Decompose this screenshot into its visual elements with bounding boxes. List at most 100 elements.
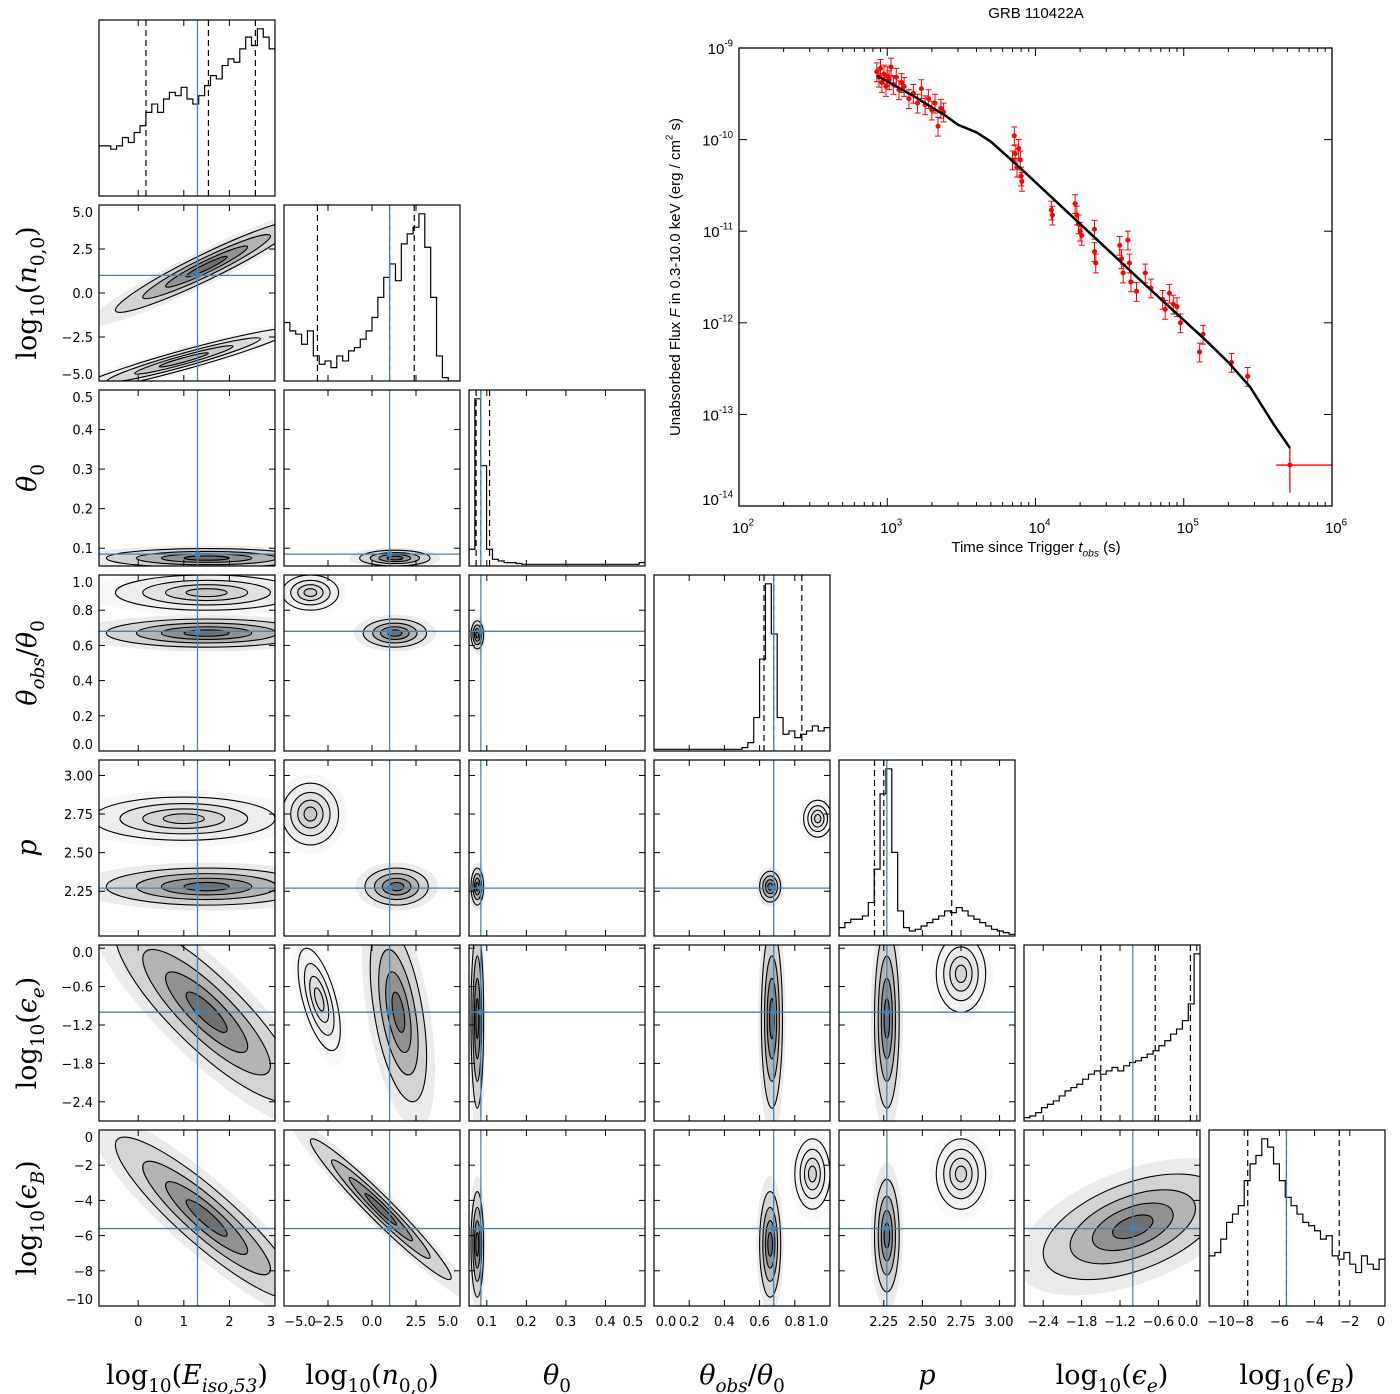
point-marker (926, 96, 932, 102)
y-axis-label: Unabsorbed Flux F in 0.3-10.0 keV (erg /… (665, 118, 685, 436)
point-marker (1126, 260, 1132, 266)
y-axis-label-log10(n_0,0): log10(n0,0) (12, 226, 49, 359)
label-part: 10 (702, 133, 719, 150)
y-tick-label: 10-11 (703, 222, 733, 241)
y-tick-label: 2.75 (64, 808, 93, 823)
label-part: p (918, 1360, 935, 1391)
truth-marker (387, 628, 393, 634)
label-part: 10 (703, 224, 720, 241)
density-panel-log10(eps_B)-vs-log10(n_0,0) (283, 1129, 461, 1307)
density-contour (813, 813, 822, 824)
label-part: -10 (719, 130, 734, 141)
panel-frame (283, 389, 461, 567)
point-marker (1093, 260, 1099, 266)
panel-content (654, 945, 830, 1121)
y-tick-label: −1.8 (61, 1057, 93, 1072)
panel-content (839, 945, 1015, 1121)
model-curve (876, 74, 1291, 449)
x-axis-label-theta_0: θ0 (543, 1360, 571, 1394)
density-contour (954, 1165, 968, 1183)
label-part: 10 (1282, 1376, 1305, 1394)
y-tick-label: 0.2 (72, 710, 93, 725)
density-panel-log10(eps_e)-vs-log10(E_iso,53) (98, 944, 276, 1122)
label-part: / (748, 1360, 758, 1391)
x-tick-label: 1.0 (808, 1315, 829, 1330)
density-panel-log10(eps_B)-vs-theta_0 (468, 1129, 646, 1307)
y-tick-label: 0.1 (72, 542, 93, 557)
data-point (1166, 283, 1173, 304)
light-curve-title: GRB 110422A (988, 5, 1084, 22)
label-part: 10 (702, 407, 719, 424)
label-part: B (1330, 1376, 1345, 1394)
point-marker (1019, 178, 1025, 184)
truth-marker (771, 885, 777, 891)
label-part: 10 (1325, 520, 1342, 537)
point-marker (1016, 145, 1022, 151)
label-part: 2 (749, 518, 754, 529)
histogram-panel-theta_obs/theta_0 (653, 574, 831, 752)
panel-frame (653, 574, 831, 752)
x-tick-label: 0.3 (556, 1315, 577, 1330)
label-part: ( (371, 1360, 382, 1391)
data-point (1170, 294, 1177, 315)
density-contour (158, 352, 209, 368)
data-point (888, 57, 895, 78)
panel-frame (468, 759, 646, 937)
x-axis-label-log10(E_iso,53): log10(Eiso,53) (106, 1360, 268, 1394)
label-part: 10 (1177, 520, 1194, 537)
panel-content (654, 760, 830, 936)
y-tick-label: 2.50 (64, 847, 93, 862)
point-marker (932, 100, 938, 106)
label-part: ϵ (1315, 1360, 1330, 1391)
x-tick-label: −2 (1340, 1315, 1359, 1330)
label-part: log (1239, 1360, 1281, 1391)
panel-frame (283, 204, 461, 382)
panel-frame (98, 944, 276, 1122)
label-part: 10 (702, 492, 719, 509)
data-point (1091, 242, 1098, 262)
density-panel-log10(eps_B)-vs-log10(E_iso,53) (98, 1129, 276, 1307)
label-part: 0 (559, 1376, 571, 1394)
panel-content (1024, 1130, 1200, 1306)
y-tick-label: 10-10 (702, 130, 733, 149)
density-contour (185, 1199, 228, 1237)
data-point (873, 62, 880, 83)
x-axis-label-log10(eps_e): log10(ϵe) (1056, 1360, 1169, 1394)
data-point (918, 79, 925, 100)
data-point (1124, 230, 1131, 251)
label-part: in 0.3-10.0 keV (erg / cm (667, 140, 684, 308)
truth-marker (194, 628, 200, 634)
x-axis-label-theta_obs/theta_0: θobs/θ0 (699, 1360, 785, 1394)
point-marker (1018, 173, 1024, 179)
density-contour (183, 555, 230, 561)
x-axis-label-log10(eps_B): log10(ϵB) (1239, 1360, 1354, 1394)
y-axis-label-log10(eps_e): log10(ϵe) (12, 977, 49, 1090)
truth-marker (194, 551, 200, 557)
x-tick-label: 0.2 (679, 1315, 700, 1330)
density-contour (185, 588, 228, 598)
label-part: 10 (348, 1376, 371, 1394)
label-part: ϵ (1132, 1360, 1147, 1391)
x-tick-label: −4 (1305, 1315, 1324, 1330)
label-part: ) (257, 1360, 268, 1391)
point-marker (1120, 270, 1126, 276)
point-marker (874, 69, 880, 75)
x-tick-label: 0.0 (656, 1315, 677, 1330)
panel-content (839, 1130, 1015, 1306)
y-tick-label: −2 (74, 1159, 93, 1174)
truth-marker (194, 885, 200, 891)
density-panel-log10(eps_e)-vs-theta_0 (468, 944, 646, 1122)
label-part: 10 (28, 294, 49, 317)
truth-marker (478, 1009, 484, 1015)
x-tick-label: −2.4 (1027, 1315, 1059, 1330)
point-marker (1142, 270, 1148, 276)
density-panel-log10(eps_B)-vs-p (838, 1129, 1016, 1307)
label-part: -11 (720, 222, 733, 233)
density-contour (767, 1231, 774, 1257)
panel-content (1024, 945, 1200, 1121)
x-axis-label: Time since Trigger tobs (s) (951, 539, 1120, 560)
point-marker (877, 65, 883, 71)
label-part: ) (12, 1160, 43, 1171)
